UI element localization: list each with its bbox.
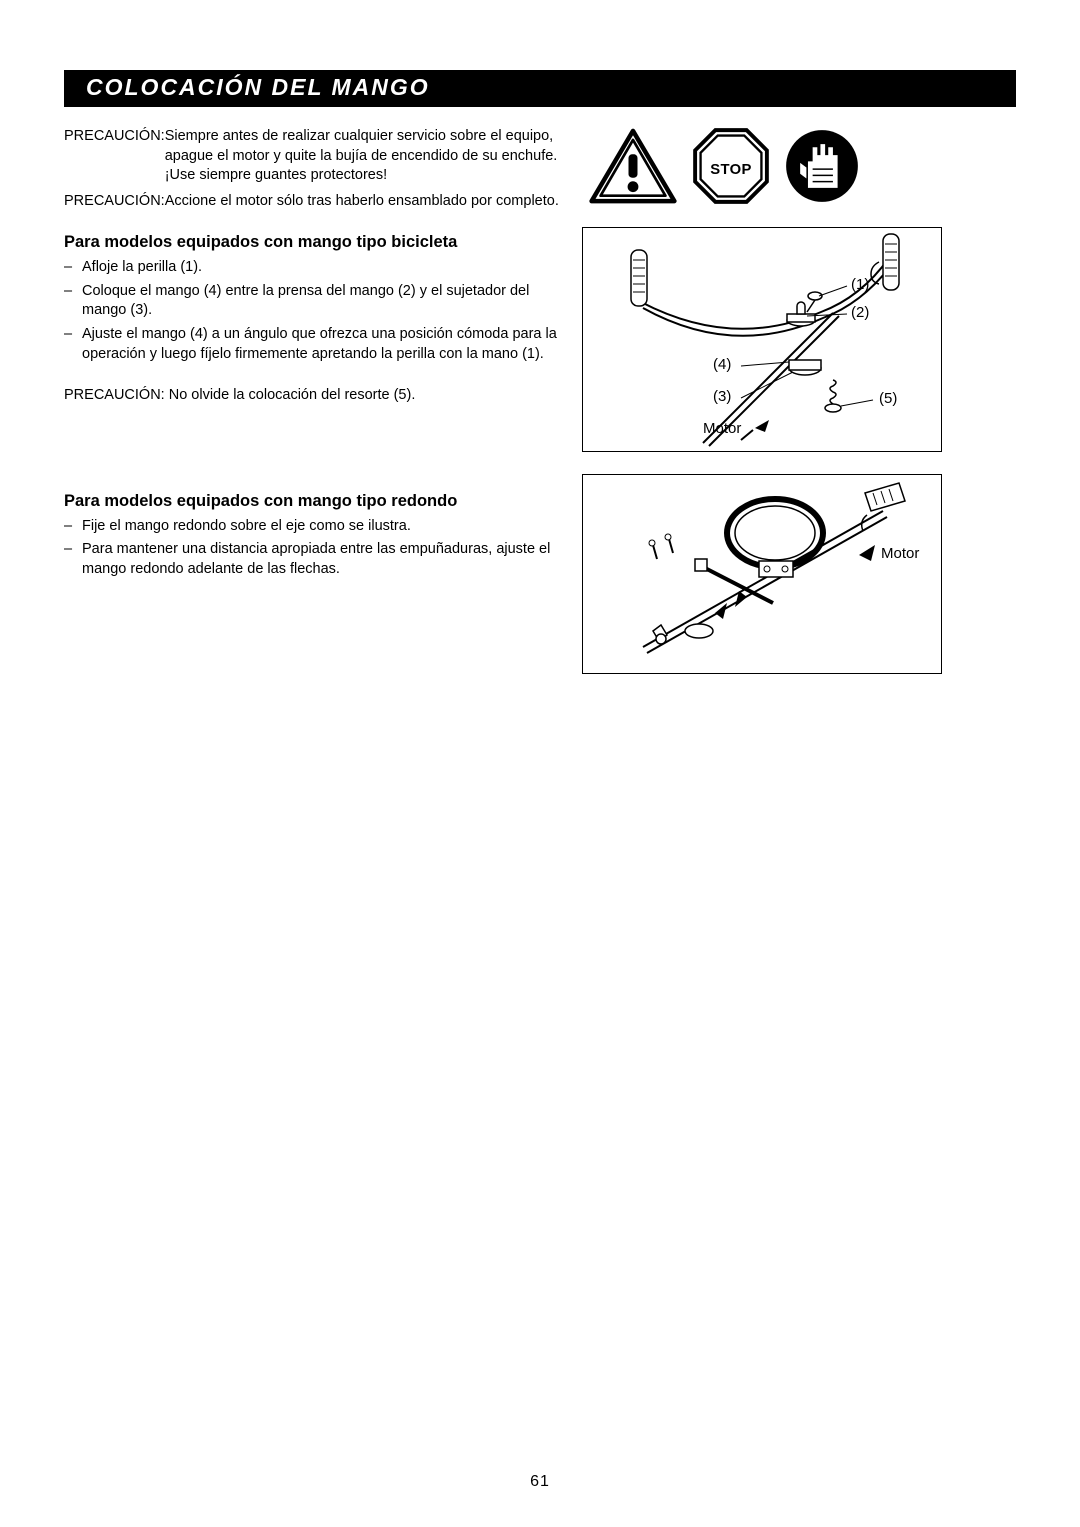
callout-1: (1) — [851, 276, 869, 293]
caution-1: PRECAUCIÓN: Siempre antes de realizar cu… — [64, 127, 564, 186]
callout-4: (4) — [713, 356, 731, 373]
list-item: –Coloque el mango (4) entre la prensa de… — [64, 282, 564, 321]
warning-triangle-icon — [588, 127, 678, 205]
section-title-bar: COLOCACIÓN DEL MANGO — [64, 70, 1016, 107]
caution-label: PRECAUCIÓN: — [64, 192, 165, 212]
caution-text: Siempre antes de realizar cualquier serv… — [165, 127, 564, 186]
callout-3: (3) — [713, 388, 731, 405]
page-number: 61 — [0, 1473, 1080, 1491]
loop-bullets: –Fije el mango redondo sobre el eje como… — [64, 517, 564, 580]
callout-5: (5) — [879, 390, 897, 407]
bike-bullets: –Afloje la perilla (1). –Coloque el mang… — [64, 258, 564, 364]
list-item: –Ajuste el mango (4) a un ángulo que ofr… — [64, 325, 564, 364]
caution-2: PRECAUCIÓN: Accione el motor sólo tras h… — [64, 192, 564, 212]
left-column: PRECAUCIÓN: Siempre antes de realizar cu… — [64, 127, 564, 674]
list-item: –Para mantener una distancia apropiada e… — [64, 540, 564, 579]
right-column: STOP — [582, 127, 1016, 674]
heading-loop: Para modelos equipados con mango tipo re… — [64, 492, 564, 511]
safety-icon-strip: STOP — [588, 127, 1016, 205]
heading-bike: Para modelos equipados con mango tipo bi… — [64, 233, 564, 252]
list-item: –Fije el mango redondo sobre el eje como… — [64, 517, 564, 537]
caution-spring: PRECAUCIÓN: No olvide la colocación del … — [64, 386, 564, 406]
figure-bike-handle: (1) (2) (4) (3) (5) Motor — [582, 227, 942, 452]
glove-icon — [783, 127, 861, 205]
stop-label: STOP — [710, 162, 752, 178]
list-item: –Afloje la perilla (1). — [64, 258, 564, 278]
figure-loop-handle: Motor — [582, 474, 942, 674]
section-title: COLOCACIÓN DEL MANGO — [86, 74, 430, 100]
motor-label-1: Motor — [703, 420, 741, 437]
caution-label: PRECAUCIÓN: — [64, 127, 165, 186]
stop-sign-icon: STOP — [688, 127, 773, 205]
callout-2: (2) — [851, 304, 869, 321]
motor-label-2: Motor — [881, 545, 919, 562]
caution-text: Accione el motor sólo tras haberlo ensam… — [165, 192, 564, 212]
